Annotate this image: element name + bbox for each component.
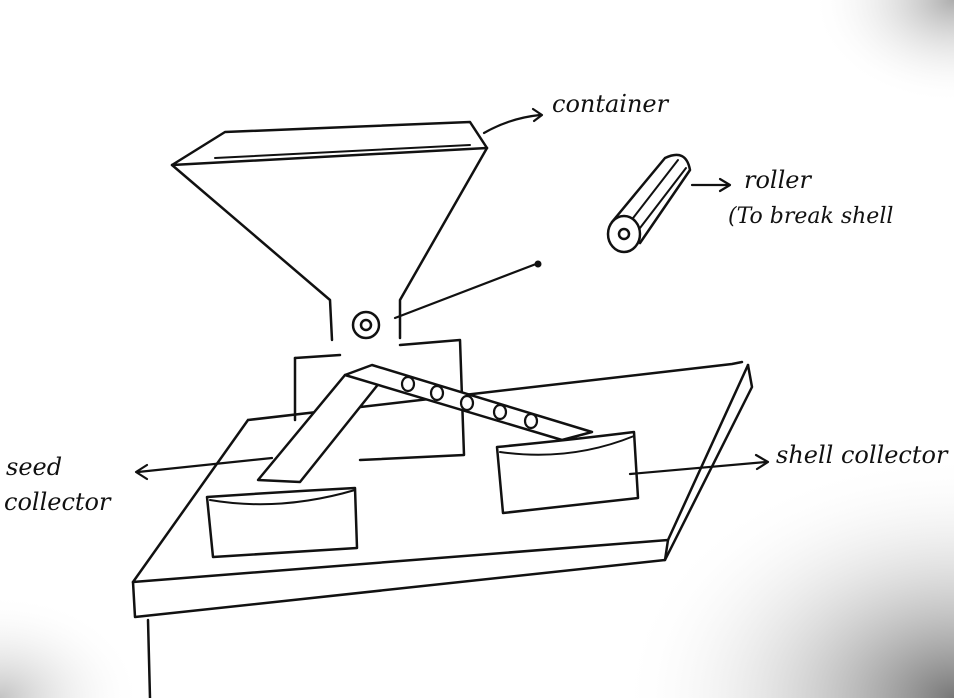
container-label: container xyxy=(552,90,669,118)
sieve-plate xyxy=(343,363,594,442)
shell-collector-label: shell collector xyxy=(776,441,948,469)
inner-roller-leader xyxy=(393,260,542,320)
roller-drawing xyxy=(606,153,692,254)
seed-collector-leader xyxy=(134,456,274,481)
seed-collector-label-line1: seed xyxy=(6,453,63,481)
inner-roller xyxy=(351,310,381,340)
roller-note-label: (To break shell xyxy=(728,204,894,229)
shell-collector-box xyxy=(495,430,640,515)
seed-collector-box xyxy=(205,486,359,559)
roller-label: roller xyxy=(744,166,811,194)
container-leader xyxy=(482,107,544,135)
roller-leader xyxy=(690,177,732,193)
container-hopper xyxy=(170,120,489,342)
base-platform xyxy=(131,360,754,698)
seed-collector-label-line2: collector xyxy=(4,488,111,516)
shell-collector-leader xyxy=(628,453,770,476)
